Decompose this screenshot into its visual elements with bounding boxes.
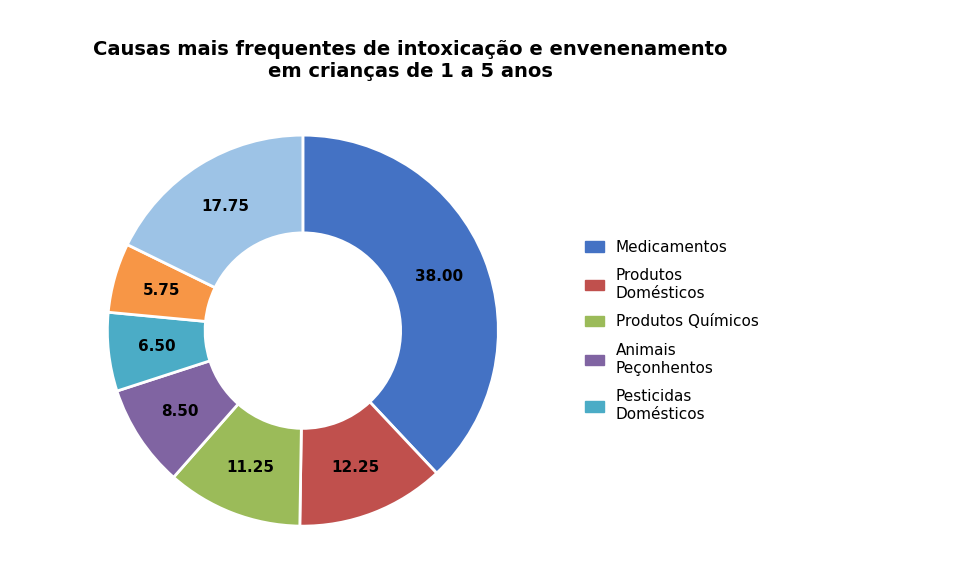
Text: 12.25: 12.25 xyxy=(331,460,380,475)
Wedge shape xyxy=(108,244,215,321)
Wedge shape xyxy=(117,361,238,477)
Wedge shape xyxy=(303,135,498,473)
Wedge shape xyxy=(107,312,210,391)
Text: 38.00: 38.00 xyxy=(415,269,463,284)
Text: 17.75: 17.75 xyxy=(201,199,249,214)
Text: Causas mais frequentes de intoxicação e envenenamento
em crianças de 1 a 5 anos: Causas mais frequentes de intoxicação e … xyxy=(93,40,728,81)
Text: 11.25: 11.25 xyxy=(226,460,274,475)
Text: 6.50: 6.50 xyxy=(139,339,176,354)
Wedge shape xyxy=(174,404,301,526)
Text: 5.75: 5.75 xyxy=(143,283,181,298)
Wedge shape xyxy=(127,135,303,288)
Text: 8.50: 8.50 xyxy=(161,404,199,419)
Legend: Medicamentos, Produtos
Domésticos, Produtos Químicos, Animais
Peçonhentos, Pesti: Medicamentos, Produtos Domésticos, Produ… xyxy=(579,233,765,428)
Wedge shape xyxy=(300,402,437,526)
